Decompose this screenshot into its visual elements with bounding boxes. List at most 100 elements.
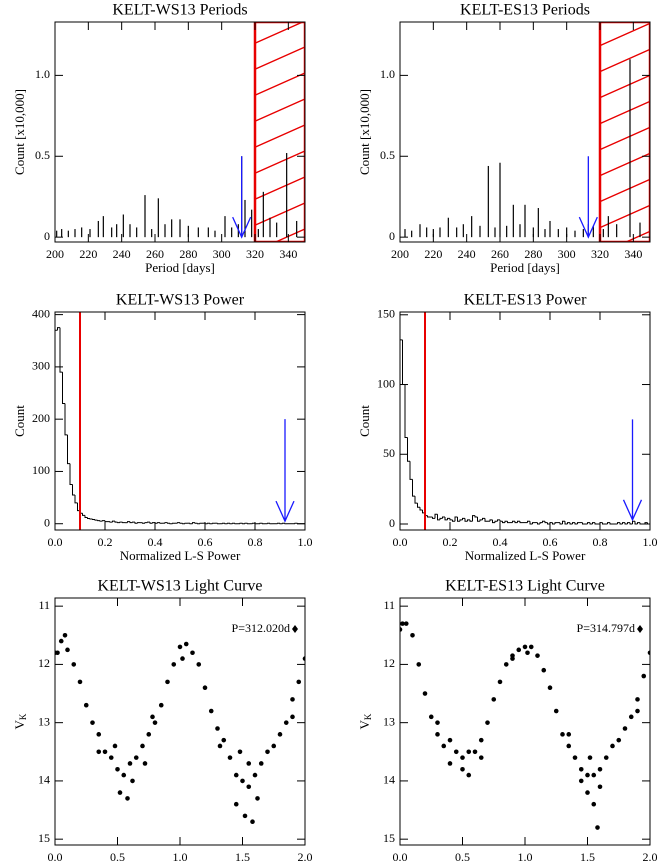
histogram-bin [87,517,90,519]
histogram-bin [167,522,170,524]
data-point [466,749,472,755]
data-point [416,662,422,667]
data-point [296,679,302,685]
y-tick-label: 100 [32,463,50,477]
x-axis-label: Normalized L-S Power [120,548,241,563]
y-tick-label: 13 [383,714,395,728]
x-tick-label: 1.5 [580,850,595,863]
panel: 0.0 0.2 0.4 0.6 0.8 1.0 0 100 200 300 400 KELT-WS13… [12,292,313,563]
panel: 0.0 0.2 0.4 0.6 0.8 1.0 0 50 100 150 KELT-ES13 Pow… [357,292,658,563]
x-tick-label: 0.8 [248,535,263,549]
y-axis-label-main: Count [357,405,372,437]
histogram-bin [224,523,228,525]
histogram-bin [589,522,593,525]
data-point [227,755,233,760]
histogram-bin [169,523,173,525]
histogram-bin [402,339,405,386]
data-point [578,766,584,772]
data-point [96,749,102,755]
data-point [585,772,590,778]
y-axis-label: VK [12,713,28,729]
x-tick-label: 0.0 [393,850,408,863]
histogram-bin [582,522,585,525]
x-tick-label: 0.5 [455,850,470,863]
histogram-bin [552,522,555,525]
panel-title: KELT-WS13 Power [116,292,245,309]
histogram-bin [172,522,175,524]
arrow [275,419,295,523]
x-tick-label: 260 [491,247,509,261]
y-axis-label: Count [x10,000] [12,89,27,175]
panel-title: KELT-WS13 Periods [112,2,247,19]
data-point [591,772,597,778]
histogram-bin [227,522,230,524]
y-axis-label-main: V [12,719,27,729]
histogram-bin [67,434,70,465]
histogram-bin [269,523,273,525]
histogram-bin [592,522,595,525]
data-point [510,656,515,661]
histogram-bin [69,463,73,486]
histogram-bin [434,513,438,519]
panel: 0.0 0.5 1.0 1.5 2.0 11 12 13 14 15 KELT-ES13 Light… [357,578,658,863]
data-point [58,638,64,644]
x-tick-label: 2.0 [298,850,313,863]
histogram-bin [607,522,610,525]
data-point [422,691,428,696]
data-point [595,825,600,830]
data-point [585,790,590,795]
histogram-bin [72,484,75,496]
axes-frame [399,21,651,243]
x-tick-label: 280 [524,247,542,261]
data-point [158,702,164,708]
data-point [566,732,572,737]
histogram-bin [207,522,210,524]
x-tick-label: 300 [213,247,231,261]
axes-frame [399,311,651,531]
histogram-bin [519,521,523,524]
data-point [528,644,534,650]
data-point [62,632,68,638]
data-point [217,743,223,749]
x-tick-label: 0.0 [393,535,408,549]
histogram-bin [267,522,270,524]
histogram-bin [284,523,288,525]
data-point [622,726,628,731]
x-tick-label: 1.5 [235,850,250,863]
data-point [55,650,60,656]
data-point [250,819,255,824]
histogram-bin [217,523,220,525]
x-tick-label: 0.2 [443,535,458,549]
data-point [183,641,189,647]
data-point [591,801,597,807]
histogram-bin [492,519,495,524]
histogram-bin [437,514,440,521]
histogram-bin [62,372,65,404]
histogram-bin [404,384,408,439]
histogram-bin [544,521,548,524]
histogram-bin [527,520,530,523]
histogram-bin [244,522,248,524]
histogram-bin [634,521,638,525]
panel: 200 220 240 260 280 300 320 340 0 0.5 1.0 KELT-ES13… [357,2,651,275]
histogram-bin [84,515,88,518]
panel-title: KELT-ES13 Power [464,292,587,309]
data-point [146,732,152,737]
arrow [622,419,643,522]
histogram-bin [64,403,68,436]
excluded-region [598,22,650,242]
data-point [628,714,634,720]
annotation-symbol [292,625,298,633]
histogram-bin [629,522,633,525]
data-point [233,801,239,807]
y-tick-label: 14 [383,773,395,787]
histogram-bin [459,519,463,522]
data-point [566,743,572,749]
histogram-bin [232,522,235,524]
histogram-bin [444,517,448,521]
x-tick-label: 340 [279,247,297,261]
histogram-bin [539,522,543,525]
histogram-bin [452,519,455,522]
histogram-bin [222,522,225,524]
